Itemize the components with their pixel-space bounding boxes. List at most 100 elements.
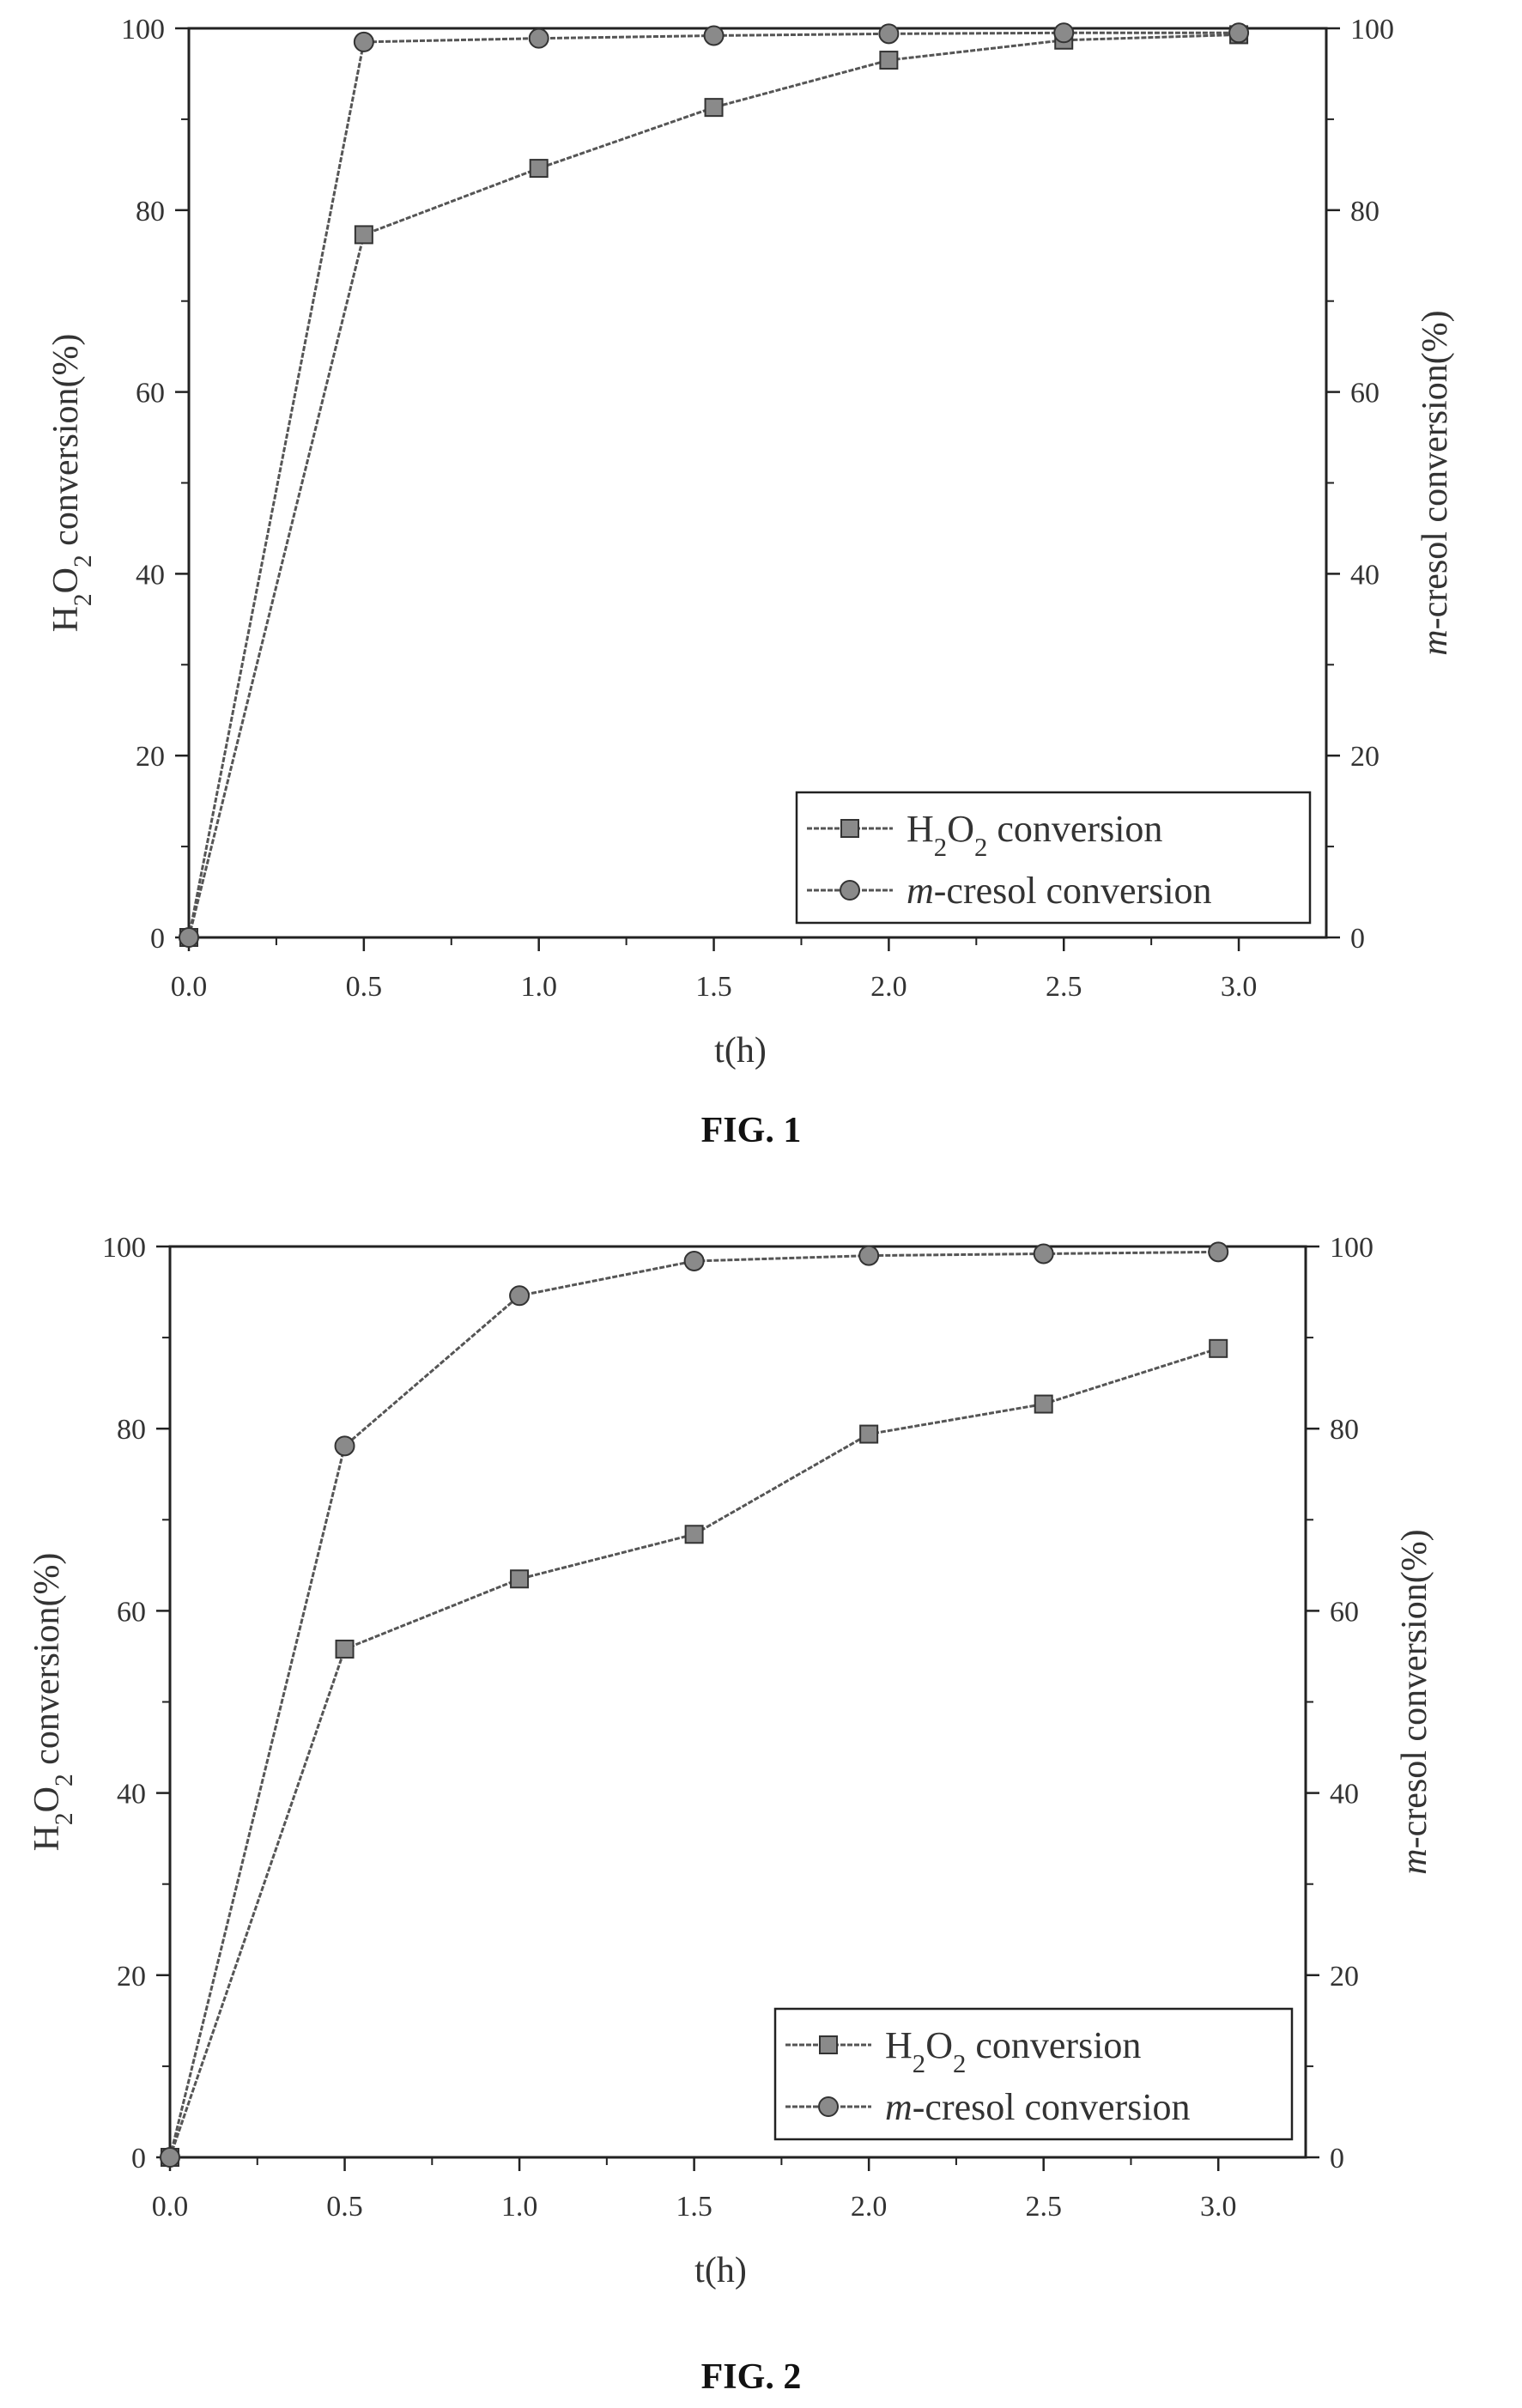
x-tick-label: 1.0	[501, 2191, 538, 2223]
legend-box	[795, 791, 1312, 925]
x-tick-label: 0.0	[171, 971, 208, 1003]
y-tick-label-right: 0	[1330, 2143, 1344, 2174]
legend-box	[773, 2007, 1294, 2141]
y-tick-label-left: 20	[117, 1961, 146, 1993]
y-axis-title-left-part: H	[46, 606, 86, 632]
legend-marker	[840, 880, 860, 901]
series-2-circle	[179, 22, 1250, 948]
y-axis-title-right-part: -cresol conversion(%)	[1395, 1529, 1434, 1848]
legend-label-subscript: 2	[974, 833, 987, 862]
figure-caption: FIG. 2	[701, 2357, 802, 2397]
data-point	[529, 159, 549, 179]
legend-label-subscript: 2	[953, 2049, 966, 2078]
x-tick-label: 2.5	[1025, 2191, 1062, 2223]
y-axis-title-left-part: O	[27, 1786, 67, 1812]
data-point	[509, 1285, 531, 1307]
y-tick-label-right: 100	[1350, 14, 1394, 45]
legend-label-part: conversion	[987, 808, 1162, 850]
x-tick-label: 2.5	[1046, 971, 1082, 1003]
y-tick-label-left: 60	[117, 1596, 146, 1628]
legend-marker	[818, 2096, 839, 2117]
data-point	[859, 1424, 879, 1444]
data-point	[334, 1435, 355, 1457]
legend-label-part: conversion	[966, 2024, 1141, 2066]
x-tick-label: 2.0	[851, 2191, 888, 2223]
y-axis-title-left-subscript: 2	[70, 593, 97, 606]
data-point	[704, 98, 724, 118]
y-tick-label-right: 0	[1350, 923, 1365, 955]
series-2-circle	[160, 1241, 1229, 2168]
legend-marker	[840, 819, 859, 838]
y-tick-label-right: 60	[1350, 378, 1380, 409]
data-point	[1208, 1241, 1229, 1263]
data-point	[1053, 22, 1075, 44]
chart-panel-2: 0.0 0.5 1.0 1.5 2.0 2.5 3.0 0 0 20 20 40 40 60 60 80 80 1…	[27, 1232, 1434, 2290]
y-tick-label-right: 40	[1330, 1779, 1359, 1811]
legend: H2O2 conversion m-cresol conversion	[795, 791, 1312, 925]
x-tick-label: 3.0	[1200, 2191, 1237, 2223]
y-axis-title-left-part: H	[27, 1825, 67, 1851]
data-point	[1228, 22, 1250, 44]
legend-label-italic: m	[885, 2086, 913, 2128]
legend-marker	[819, 2035, 838, 2054]
x-tick-label: 0.5	[326, 2191, 363, 2223]
y-axis-title-right-part: -cresol conversion(%)	[1416, 310, 1455, 629]
data-point	[1034, 1394, 1053, 1414]
y-tick-label-left: 80	[136, 196, 165, 227]
x-axis-title: t(h)	[694, 2251, 747, 2290]
x-axis-title: t(h)	[714, 1031, 767, 1071]
y-axis-title-right-italic: m	[1395, 1848, 1434, 1874]
y-tick-label-left: 20	[136, 741, 165, 773]
y-axis-title-right-italic: m	[1416, 629, 1455, 655]
y-axis-title-left: H2O2 conversion(%)	[46, 334, 97, 633]
y-tick-label-left: 40	[136, 559, 165, 591]
y-tick-label-right: 100	[1330, 1232, 1373, 1264]
y-axis-title-left-part: conversion(%)	[46, 334, 86, 555]
data-point	[1209, 1338, 1228, 1358]
x-tick-label: 1.0	[520, 971, 557, 1003]
data-point	[703, 25, 725, 46]
legend-label-italic: m	[907, 870, 934, 912]
y-tick-label-left: 80	[117, 1414, 146, 1446]
legend-label: H2O2 conversion	[885, 2024, 1141, 2078]
x-tick-label: 3.0	[1221, 971, 1258, 1003]
y-tick-label-right: 40	[1350, 559, 1380, 591]
legend-label-part: O	[925, 2024, 953, 2066]
y-axis-title-right: m-cresol conversion(%)	[1395, 1529, 1434, 1874]
y-tick-label-left: 0	[150, 923, 165, 955]
data-point	[354, 225, 373, 245]
y-tick-label-right: 20	[1330, 1961, 1359, 1993]
y-tick-label-left: 40	[117, 1779, 146, 1811]
data-point	[1033, 1243, 1054, 1265]
data-point	[878, 23, 900, 45]
x-tick-label: 0.5	[346, 971, 383, 1003]
y-axis-title-left: H2O2 conversion(%)	[27, 1553, 78, 1852]
y-axis-title-left-subscript: 2	[70, 555, 97, 567]
x-tick-label: 1.5	[695, 971, 732, 1003]
x-tick-label: 1.5	[676, 2191, 712, 2223]
data-point	[353, 31, 374, 52]
figure-caption: FIG. 1	[701, 1111, 802, 1150]
chart-panel-1: 0.0 0.5 1.0 1.5 2.0 2.5 3.0 0 0 20 20 40 40 60 60 80 80 1…	[46, 14, 1455, 1071]
y-tick-label-left: 60	[136, 378, 165, 409]
data-point	[335, 1639, 355, 1659]
data-point	[160, 2147, 180, 2168]
y-tick-label-right: 60	[1330, 1596, 1359, 1628]
y-tick-label-right: 80	[1330, 1414, 1359, 1446]
legend-label-part: -cresol conversion	[934, 870, 1212, 912]
legend-label-part: H	[885, 2024, 913, 2066]
y-tick-label-left: 100	[102, 1232, 146, 1264]
y-tick-label-right: 20	[1350, 741, 1380, 773]
legend-label: H2O2 conversion	[907, 808, 1162, 862]
y-axis-title-left-part: O	[46, 567, 86, 593]
data-point	[510, 1569, 530, 1589]
y-axis-title-left-subscript: 2	[51, 1774, 78, 1786]
y-tick-label-left: 0	[131, 2143, 146, 2174]
data-point	[528, 27, 549, 49]
y-axis-title-left-subscript: 2	[51, 1812, 78, 1825]
y-axis-title-right: m-cresol conversion(%)	[1416, 310, 1455, 655]
data-point	[683, 1250, 705, 1271]
y-tick-label-left: 100	[121, 14, 165, 45]
